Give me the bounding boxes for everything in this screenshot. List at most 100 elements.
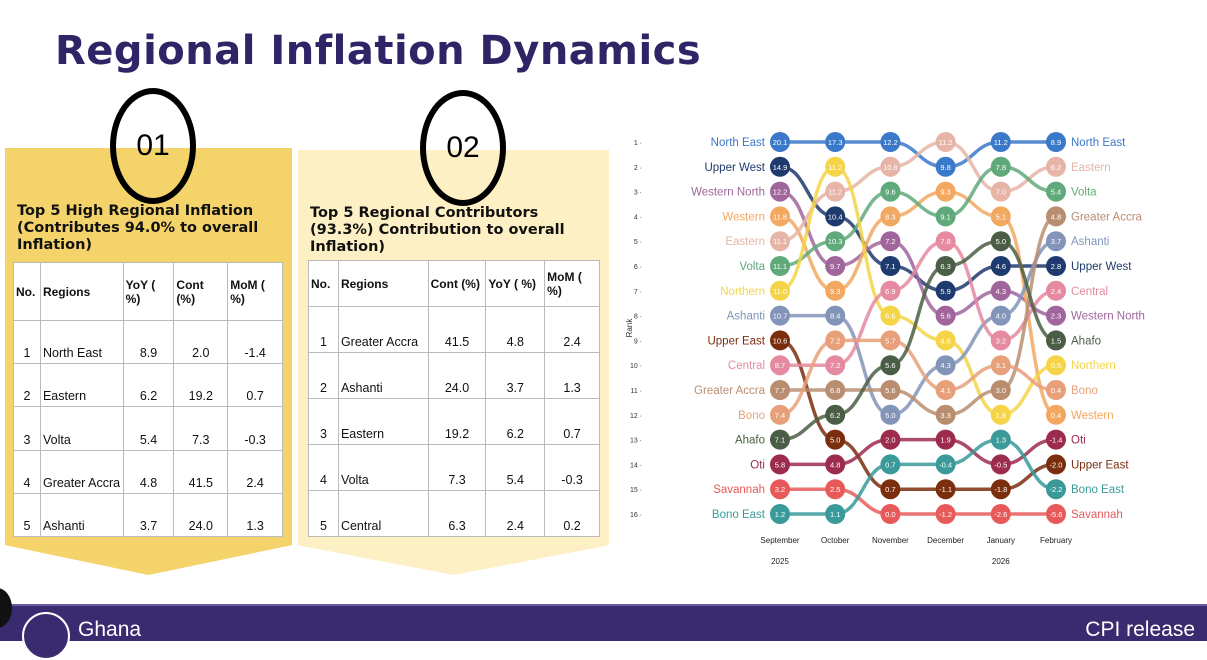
data-label: 7.1 (885, 262, 895, 271)
value-cell: 7.3 (173, 406, 229, 451)
data-label: 5.6 (885, 361, 895, 370)
region-cell: Eastern (337, 398, 429, 445)
panel2-heading: Top 5 Regional Contributors (93.3%) Cont… (310, 205, 565, 255)
x-year-label: 2026 (992, 557, 1010, 566)
y-tick-label: 1 · (634, 140, 642, 147)
statistical-service-logo-icon (22, 612, 70, 660)
data-label: 1.3 (996, 436, 1006, 445)
data-point (1046, 132, 1066, 152)
data-label: 3.2 (775, 485, 785, 494)
series-line (779, 189, 1057, 417)
data-label: 9.8 (940, 163, 950, 172)
y-tick-label: 15 · (630, 487, 642, 494)
series-name-right: Western North (1071, 311, 1145, 323)
value-cell: 7.3 (427, 444, 487, 491)
value-cell: 3 (13, 406, 41, 451)
data-point (990, 156, 1011, 177)
data-label: 3.2 (996, 336, 1006, 345)
y-tick-label: 4 · (634, 214, 642, 221)
data-label: -5.6 (1050, 510, 1063, 519)
series-name-right: Western (1071, 410, 1114, 422)
data-point (935, 330, 956, 351)
panel1-heading: Top 5 High Regional Inflation (Contribut… (17, 203, 259, 253)
data-point (990, 380, 1011, 400)
data-label: 11.8 (773, 212, 787, 221)
value-cell: 41.5 (173, 449, 229, 494)
data-point (935, 280, 956, 301)
data-point (825, 330, 846, 351)
y-tick-label: 13 · (630, 438, 642, 445)
data-point (935, 132, 956, 152)
data-point (1046, 404, 1066, 425)
data-point (825, 256, 846, 276)
data-label: 2.3 (1051, 312, 1061, 321)
data-point (1046, 305, 1066, 326)
series-name-left: Central (728, 360, 765, 372)
series-name-left: Western (722, 211, 765, 223)
y-tick-label: 3 · (634, 190, 642, 197)
data-label: 7.7 (775, 386, 785, 395)
data-point (770, 429, 790, 450)
data-label: 7.0 (996, 188, 1006, 197)
value-cell: 5 (308, 490, 339, 537)
x-tick-label: September (760, 536, 799, 545)
x-tick-label: February (1040, 536, 1072, 545)
data-label: 4.8 (830, 460, 840, 469)
data-label: 0.4 (1051, 411, 1061, 420)
data-label: 11.1 (773, 262, 787, 271)
data-label: 0.4 (1051, 386, 1061, 395)
data-point (770, 181, 790, 202)
contributors-table: No. Regions Cont (%) YoY ( %) MoM ( %) 1 Great… (308, 260, 600, 537)
series-name-right: Ahafo (1071, 335, 1101, 347)
data-label: 6.2 (1051, 163, 1061, 172)
data-label: 5.9 (940, 287, 950, 296)
data-point (770, 404, 790, 425)
data-label: 9.7 (830, 262, 840, 271)
series-name-left: Ahafo (735, 435, 765, 447)
region-cell: Greater Accra (337, 306, 429, 353)
data-label: 0.0 (885, 510, 895, 519)
data-label: 5.6 (885, 386, 895, 395)
data-point (880, 380, 901, 400)
data-label: 3.3 (940, 411, 950, 420)
value-cell: 41.5 (427, 306, 487, 353)
data-label: 9.6 (885, 188, 895, 197)
column-header: Regions (337, 260, 429, 307)
value-cell: 19.2 (427, 398, 487, 445)
data-label: 10.8 (883, 163, 898, 172)
data-point (770, 330, 790, 351)
data-point (770, 256, 790, 276)
value-cell: 24.0 (173, 492, 229, 538)
cursor-overlay (0, 588, 12, 628)
table-row: 2 Ashanti 24.0 3.7 1.3 (308, 352, 600, 399)
data-point (990, 479, 1011, 500)
data-point (990, 404, 1011, 425)
value-cell: -0.3 (227, 406, 283, 451)
data-label: 4.8 (1051, 212, 1061, 221)
series-name-right: Upper West (1071, 261, 1132, 273)
data-point (770, 206, 790, 227)
series-name-right: Greater Accra (1071, 211, 1143, 223)
value-cell: 4 (308, 444, 339, 491)
series-name-right: Upper East (1071, 459, 1129, 471)
data-label: 11.2 (939, 138, 953, 147)
data-label: 7.8 (996, 163, 1006, 172)
region-cell: Ashanti (337, 352, 429, 399)
data-point (880, 330, 901, 351)
data-label: 9.3 (830, 287, 840, 296)
table-row: 4 Volta 7.3 5.4 -0.3 (308, 444, 600, 491)
value-cell: 8.9 (122, 319, 175, 365)
value-cell: 4.8 (122, 449, 175, 494)
column-header: Cont (%) (173, 262, 229, 321)
data-point (880, 280, 901, 301)
data-point (935, 454, 956, 475)
data-label: 4.3 (996, 287, 1006, 296)
table-row: 2 Eastern 6.2 19.2 0.7 (13, 363, 283, 408)
series-name-left: Eastern (725, 236, 765, 248)
data-point (1046, 156, 1066, 177)
data-label: 7.2 (830, 361, 840, 370)
value-cell: 3.7 (122, 492, 175, 538)
column-header: YoY ( %) (485, 260, 546, 307)
value-cell: 1 (308, 306, 339, 353)
y-tick-label: 7 · (634, 289, 642, 296)
